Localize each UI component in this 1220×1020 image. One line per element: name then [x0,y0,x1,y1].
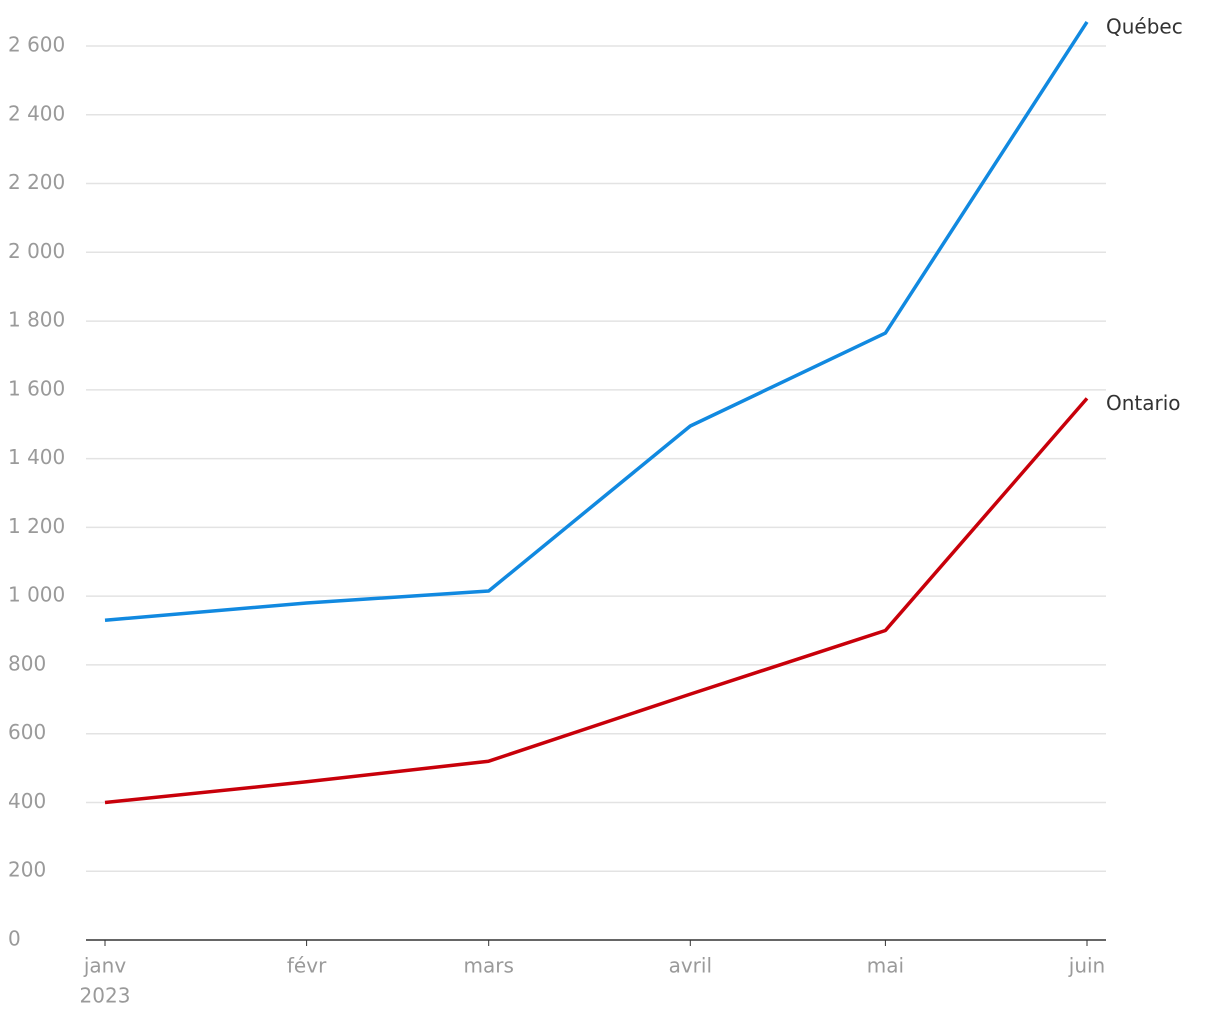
y-tick-label: 1 600 [8,376,65,400]
y-tick-label: 1 800 [8,308,65,332]
series-label: Québec [1106,14,1183,38]
x-tick-label: janv [83,954,126,978]
y-tick-label: 600 [8,720,46,744]
y-tick-label: 200 [8,858,46,882]
y-tick-label: 800 [8,651,46,675]
series-label: Ontario [1106,391,1181,415]
y-tick-label: 2 000 [8,239,65,263]
y-tick-label: 2 600 [8,33,65,57]
y-tick-label: 1 400 [8,445,65,469]
x-year-label: 2023 [80,984,131,1008]
y-tick-label: 1 200 [8,514,65,538]
y-tick-label: 1 000 [8,583,65,607]
x-tick-label: juin [1068,954,1105,978]
series-line [104,397,1089,805]
series-line [104,20,1089,622]
y-tick-label: 2 400 [8,101,65,125]
y-tick-label: 2 200 [8,170,65,194]
y-tick-label: 0 [8,927,21,951]
y-tick-label: 400 [8,789,46,813]
x-tick-label: avril [669,954,712,978]
x-tick-label: mars [464,954,514,978]
x-tick-label: févr [287,954,327,978]
x-tick-label: mai [867,954,904,978]
